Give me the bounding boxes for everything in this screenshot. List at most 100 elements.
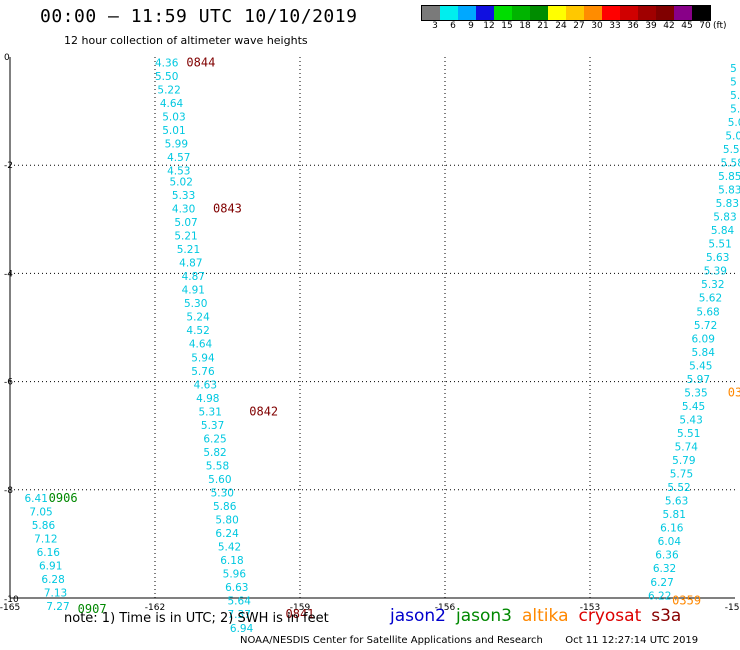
swh-value: 7.13 xyxy=(44,588,67,600)
satellite-legend-jason3: jason3 xyxy=(456,606,512,626)
y-tick-label: -10 xyxy=(4,595,19,605)
legend-swatch xyxy=(692,6,710,20)
swh-value: 6.28 xyxy=(41,574,64,586)
swh-value: 5.58 xyxy=(721,157,740,169)
swh-value: 6.91 xyxy=(39,561,62,573)
swh-value: 5.0 xyxy=(728,117,740,129)
swh-value: 5.83 xyxy=(713,212,736,224)
swh-value: 5.60 xyxy=(208,474,231,486)
swh-value: 5. xyxy=(730,90,740,102)
swh-value: 5.21 xyxy=(177,244,200,256)
swh-value: 5.58 xyxy=(206,460,229,472)
swh-value: 5.0 xyxy=(725,130,740,142)
legend-swatch xyxy=(602,6,620,20)
legend-swatch-label: 27 xyxy=(573,21,585,31)
legend-swatch xyxy=(656,6,674,20)
swh-value: 4.91 xyxy=(182,285,205,297)
swh-value: 7.37 xyxy=(228,609,251,621)
legend-swatch-label: 15 xyxy=(501,21,513,31)
swh-value: 5.68 xyxy=(696,306,719,318)
swh-value: 5.58 xyxy=(723,144,740,156)
swh-value: 5.07 xyxy=(174,217,197,229)
legend-swatch xyxy=(566,6,584,20)
swh-value: 5.51 xyxy=(677,428,700,440)
legend-swatch-label: 36 xyxy=(627,21,639,31)
legend-swatch xyxy=(476,6,494,20)
swh-value: 5.33 xyxy=(172,190,195,202)
y-tick-label: 0 xyxy=(4,53,10,63)
legend-swatch-label: 21 xyxy=(537,21,549,31)
swh-value: 6.16 xyxy=(660,523,684,535)
swh-value: 5.31 xyxy=(199,406,222,418)
swh-value: 4.53 xyxy=(167,166,190,178)
pass-time-label: 0842 xyxy=(249,404,278,418)
legend-swatch-label: 45 xyxy=(681,21,693,31)
swh-value: 5.45 xyxy=(689,360,712,372)
swh-value: 5.0 xyxy=(730,103,740,115)
x-tick-label: -153 xyxy=(580,603,600,613)
swh-value: 5.94 xyxy=(191,352,215,364)
swh-value: 4.36 xyxy=(155,57,179,69)
pass-time-label: 0358 xyxy=(728,385,740,399)
swh-value: 4.64 xyxy=(189,339,213,351)
swh-value: 5.62 xyxy=(699,293,722,305)
swh-value: 5.84 xyxy=(692,347,716,359)
swh-value: 5.37 xyxy=(201,420,224,432)
chart-title: 00:00 – 11:59 UTC 10/10/2019 xyxy=(40,6,358,27)
swh-value: 5.30 xyxy=(184,298,207,310)
y-tick-label: -2 xyxy=(4,161,13,171)
legend-swatch xyxy=(674,6,692,20)
swh-value: 5.85 xyxy=(718,171,740,183)
legend-swatch xyxy=(584,6,602,20)
swh-value: 5.01 xyxy=(162,125,185,137)
swh-value: 5.52 xyxy=(667,482,690,494)
credit-line: NOAA/NESDIS Center for Satellite Applica… xyxy=(240,635,698,646)
satellite-legend-jason2: jason2 xyxy=(390,606,446,626)
swh-value: 4.87 xyxy=(179,258,202,270)
swh-value: 5.22 xyxy=(157,84,180,96)
swh-value: 6.04 xyxy=(658,536,682,548)
legend-swatch xyxy=(422,6,440,20)
swh-value: 5.45 xyxy=(682,401,705,413)
swh-value: 6.18 xyxy=(220,555,243,567)
swh-value: 5.42 xyxy=(218,542,241,554)
credit-text: NOAA/NESDIS Center for Satellite Applica… xyxy=(240,635,543,646)
swh-value: 5 xyxy=(730,76,737,88)
legend-swatch-label: 33 xyxy=(609,21,621,31)
swh-value: 4.98 xyxy=(196,393,219,405)
satellite-legend-altika: altika xyxy=(522,606,569,626)
swh-value: 5.84 xyxy=(711,225,735,237)
swh-value: 5 xyxy=(730,63,737,75)
legend-swatch xyxy=(638,6,656,20)
swh-value: 6.24 xyxy=(215,528,239,540)
swh-value: 5.96 xyxy=(223,569,247,581)
legend-swatch-label: 9 xyxy=(468,21,474,31)
swh-value: 5.80 xyxy=(215,515,238,527)
pass-time-label: 0841 xyxy=(286,607,315,621)
footer-note: note: 1) Time is in UTC; 2) SWH is in fe… xyxy=(64,611,329,626)
swh-value: 5.02 xyxy=(170,176,193,188)
swh-value: 4.52 xyxy=(186,325,209,337)
swh-value: 5.03 xyxy=(162,112,185,124)
legend-swatch xyxy=(440,6,458,20)
swh-value: 6.36 xyxy=(655,550,679,562)
satellite-legend: jason2 jason3 altika cryosat s3a xyxy=(390,606,681,626)
swh-value: 5.76 xyxy=(191,366,215,378)
swh-value: 4.57 xyxy=(167,152,190,164)
legend-swatch-label: 6 xyxy=(450,21,456,31)
swh-value: 5.99 xyxy=(165,139,188,151)
swh-value: 6.16 xyxy=(37,547,61,559)
swh-value: 5.51 xyxy=(708,239,731,251)
swh-value: 7.05 xyxy=(29,506,52,518)
swh-value: 4.30 xyxy=(172,203,195,215)
swh-value: 5.83 xyxy=(716,198,739,210)
x-tick-label: -162 xyxy=(145,603,165,613)
legend-swatch-label: 30 xyxy=(591,21,603,31)
chart-subtitle: 12 hour collection of altimeter wave hei… xyxy=(64,34,308,47)
swh-value: 5.97 xyxy=(687,374,710,386)
swh-value: 7.27 xyxy=(46,601,69,613)
swh-value: 6.09 xyxy=(692,333,715,345)
legend-swatch xyxy=(494,6,512,20)
swh-value: 6.63 xyxy=(225,582,248,594)
swh-value: 5.43 xyxy=(679,414,702,426)
